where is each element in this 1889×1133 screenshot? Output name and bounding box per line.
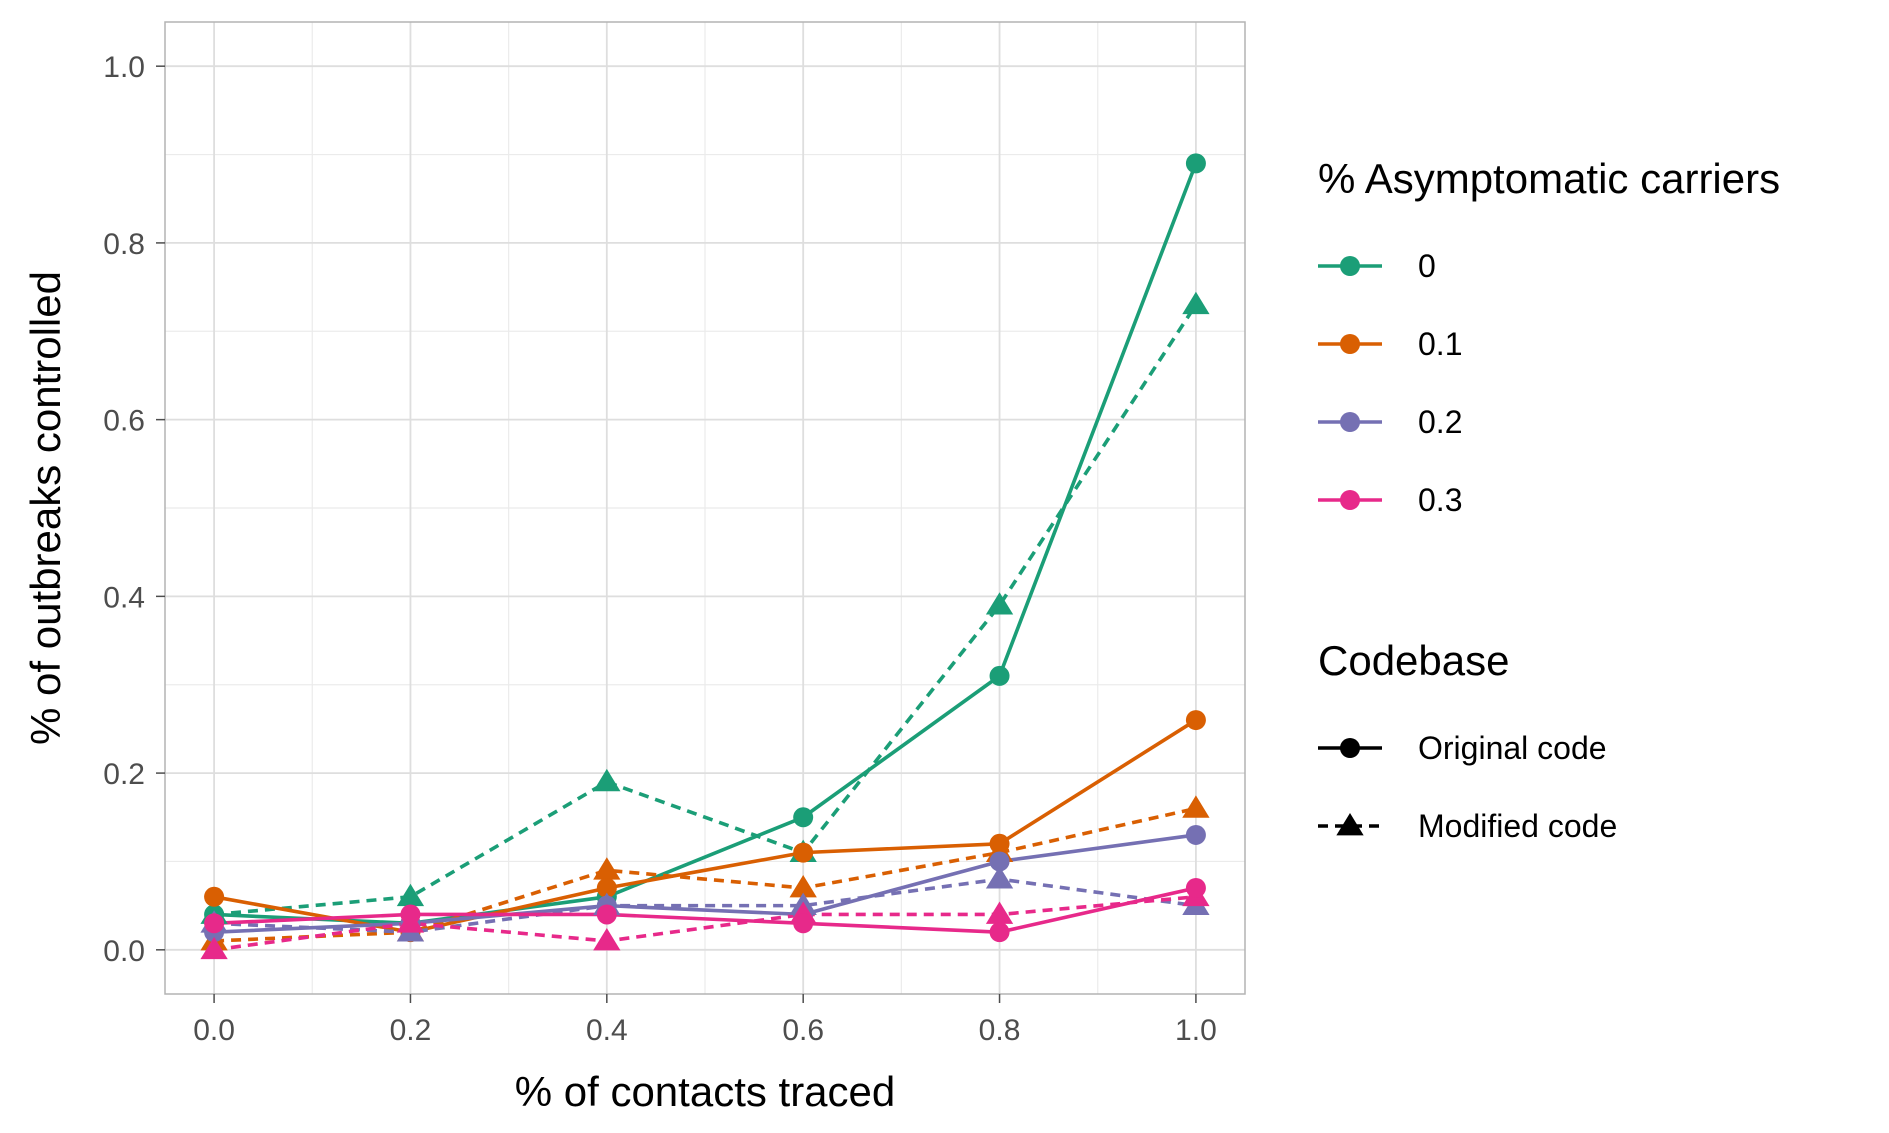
data-point-circle — [1185, 710, 1206, 731]
y-tick-label: 1.0 — [103, 51, 145, 84]
legend-color-label: 0.1 — [1418, 326, 1462, 362]
x-tick-label: 0.8 — [979, 1014, 1021, 1047]
data-point-circle — [1185, 824, 1206, 845]
data-point-circle — [793, 807, 814, 828]
series-line — [213, 895, 1197, 952]
data-point-circle — [204, 913, 225, 934]
data-point-circle — [1185, 153, 1206, 174]
tick-labels: 0.0 0.2 0.4 0.6 0.8 1.0 0.0 0.2 0.4 0.6 0.8 1.0 — [103, 51, 1216, 1047]
data-point-circle — [989, 922, 1010, 943]
y-tick-label: 0.2 — [103, 758, 145, 791]
data-point-triangle — [985, 901, 1014, 924]
data-point-circle — [989, 851, 1010, 872]
y-tick-label: 0.0 — [103, 935, 145, 968]
data-point-triangle — [200, 936, 228, 960]
series-line — [214, 886, 1197, 934]
legend-shape-key-circle — [1340, 738, 1360, 758]
data-point-triangle — [985, 592, 1014, 615]
axis-ticks — [156, 65, 1197, 1003]
series-line — [214, 833, 1197, 934]
legend-color-label: 0 — [1418, 248, 1436, 284]
y-axis-title: % of outbreaks controlled — [22, 271, 69, 745]
x-axis-title: % of contacts traced — [515, 1068, 896, 1115]
data-point-triangle — [1182, 291, 1210, 315]
legend: % Asymptomatic carriers 0 0.1 0.2 0.3 Codeb… — [1318, 155, 1780, 844]
data-point-triangle — [396, 883, 425, 907]
data-point-circle — [400, 904, 421, 925]
x-tick-label: 0.2 — [390, 1014, 432, 1047]
legend-color-title: % Asymptomatic carriers — [1318, 155, 1780, 202]
minor-gridlines — [165, 22, 1245, 994]
data-point-circle — [204, 886, 225, 907]
legend-shape-label: Modified code — [1418, 808, 1617, 844]
data-point-triangle — [593, 927, 621, 951]
data-point-circle — [793, 913, 814, 934]
x-tick-label: 1.0 — [1175, 1014, 1217, 1047]
legend-color-key-point — [1340, 412, 1360, 432]
x-tick-label: 0.4 — [586, 1014, 628, 1047]
series-points — [200, 153, 1210, 960]
series-lines — [213, 162, 1198, 952]
series-line — [214, 877, 1197, 934]
legend-color-label: 0.2 — [1418, 404, 1462, 440]
plot-panel-border — [164, 21, 1246, 995]
legend-color-items: 0 0.1 0.2 0.3 — [1318, 248, 1462, 518]
legend-color-key-point — [1340, 256, 1360, 276]
legend-color-key-point — [1340, 490, 1360, 510]
data-point-circle — [1185, 877, 1206, 898]
legend-color-label: 0.3 — [1418, 482, 1462, 518]
series-line — [214, 806, 1197, 943]
data-point-triangle — [789, 874, 817, 898]
x-tick-label: 0.0 — [193, 1014, 235, 1047]
legend-color-key-point — [1340, 334, 1360, 354]
legend-shape-key-triangle — [1336, 813, 1364, 836]
data-point-circle — [989, 665, 1010, 686]
legend-shape-label: Original code — [1418, 730, 1607, 766]
y-tick-label: 0.8 — [103, 228, 145, 261]
data-point-circle — [989, 833, 1010, 854]
legend-shape-title: Codebase — [1318, 637, 1509, 684]
data-point-triangle — [1182, 795, 1210, 818]
series-line — [213, 303, 1198, 917]
y-tick-label: 0.6 — [103, 405, 145, 438]
data-point-circle — [793, 842, 814, 863]
major-gridlines — [165, 22, 1245, 994]
x-tick-label: 0.6 — [782, 1014, 824, 1047]
y-tick-label: 0.4 — [103, 581, 145, 614]
legend-shape-items: Original code Modified code — [1318, 730, 1617, 844]
data-point-triangle — [593, 857, 621, 880]
data-point-triangle — [985, 866, 1014, 889]
data-point-circle — [596, 904, 617, 925]
data-point-triangle — [593, 768, 621, 792]
data-point-circle — [596, 877, 617, 898]
series-line — [214, 162, 1198, 926]
